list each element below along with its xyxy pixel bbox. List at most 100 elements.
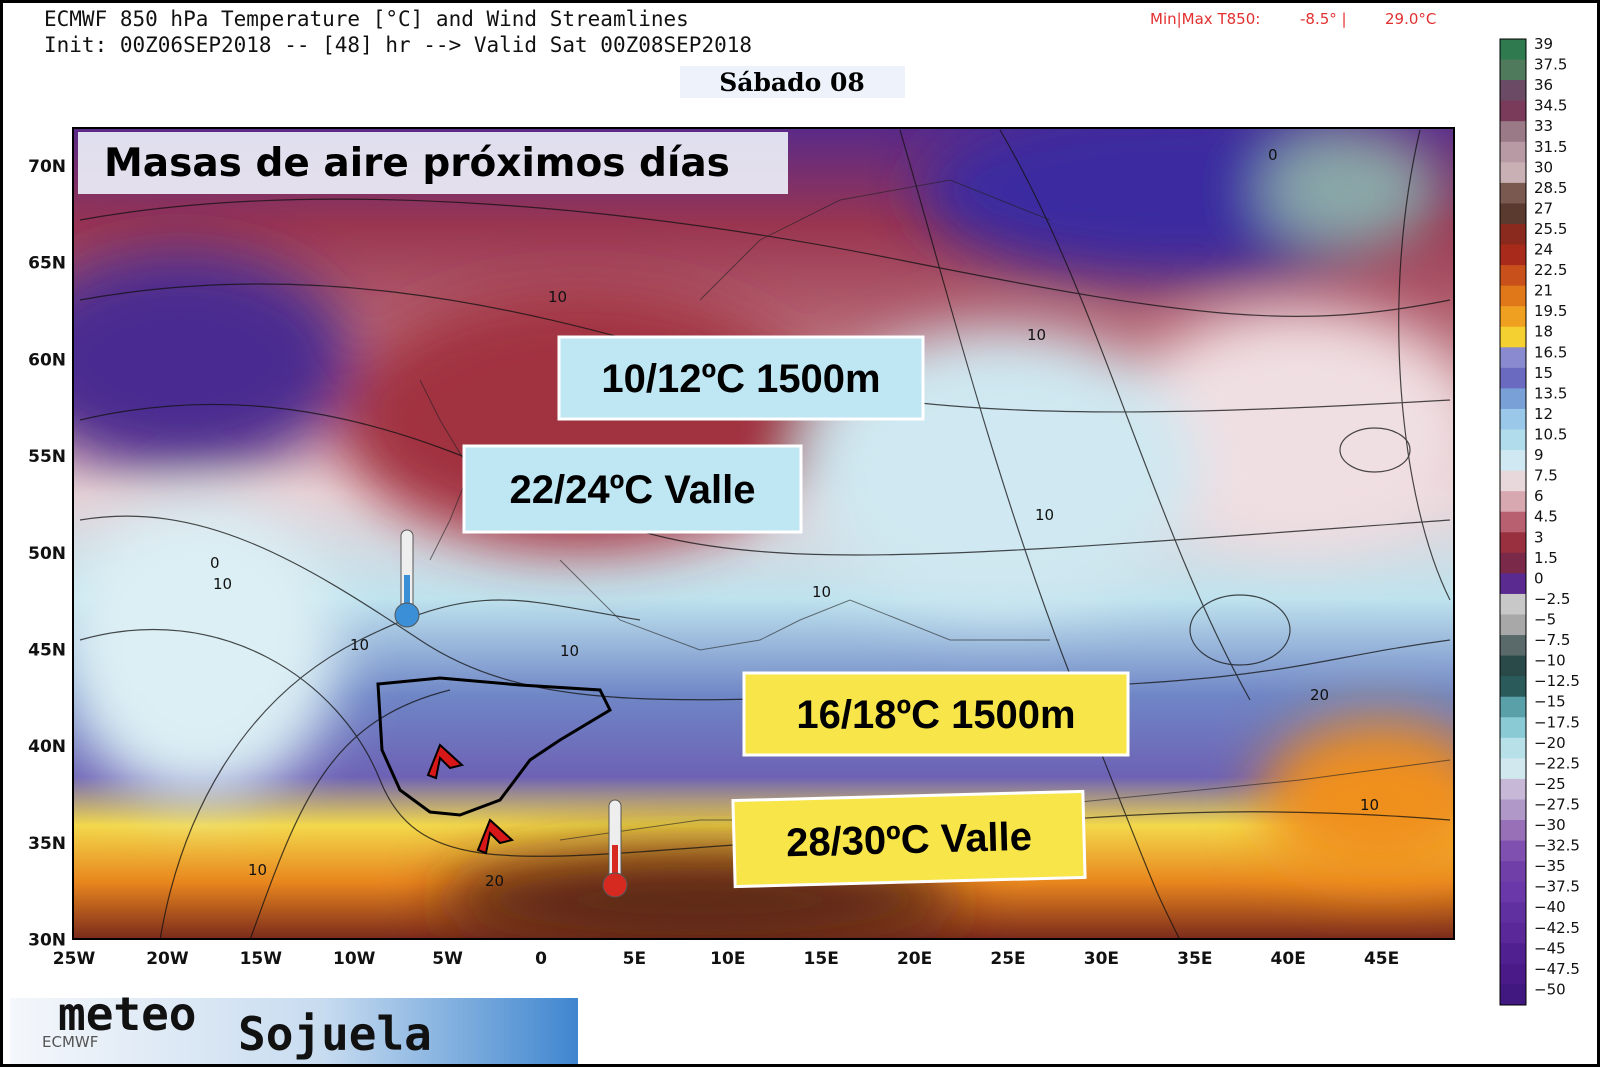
colorbar-label: 28.5 xyxy=(1534,179,1567,197)
lon-label: 10E xyxy=(710,949,745,969)
logo-brand2: Sojuela xyxy=(238,1007,432,1061)
colorbar-label: −17.5 xyxy=(1534,713,1580,731)
colorbar-label: 24 xyxy=(1534,241,1553,259)
colorbar-cell xyxy=(1500,121,1526,143)
lon-label: 20W xyxy=(146,949,189,969)
colorbar-label: −40 xyxy=(1534,898,1566,916)
day-box xyxy=(680,66,905,98)
callout-box xyxy=(731,789,1087,889)
colorbar-label: −42.5 xyxy=(1534,919,1580,937)
colorbar-cell xyxy=(1500,840,1526,862)
colorbar-cell xyxy=(1500,265,1526,287)
colorbar-label: 19.5 xyxy=(1534,302,1567,320)
max-value: 29.0°C xyxy=(1385,10,1436,28)
callout-box xyxy=(742,671,1130,757)
colorbar-label: −50 xyxy=(1534,980,1566,998)
colorbar-cell xyxy=(1500,408,1526,431)
colorbar-cell xyxy=(1500,347,1526,369)
colorbar-cell xyxy=(1500,59,1526,81)
colorbar-label: −10 xyxy=(1534,652,1566,670)
contour-label: 10 xyxy=(1360,796,1379,814)
thermometer-fill xyxy=(612,845,618,883)
colorbar-label: −47.5 xyxy=(1534,960,1580,978)
colorbar-cell xyxy=(1500,778,1526,800)
colorbar-label: 39 xyxy=(1534,35,1553,53)
colorbar-cell xyxy=(1500,244,1526,266)
thermometer-bulb xyxy=(394,602,420,628)
colorbar-cell xyxy=(1500,223,1526,246)
contour-label: 10 xyxy=(548,288,567,306)
lon-label: 25E xyxy=(990,949,1025,969)
colorbar-cell xyxy=(1500,655,1526,677)
colorbar-label: 3 xyxy=(1534,528,1544,546)
colorbar-label: 37.5 xyxy=(1534,56,1567,74)
contour-label: 10 xyxy=(350,636,369,654)
lon-label: 5W xyxy=(432,949,463,969)
colorbar-label: −12.5 xyxy=(1534,672,1580,690)
colorbar-label: 7.5 xyxy=(1534,467,1558,485)
colorbar-label: −35 xyxy=(1534,857,1566,875)
colorbar-cell xyxy=(1500,552,1526,574)
colorbar-cell xyxy=(1500,614,1526,636)
colorbar-cell xyxy=(1500,943,1526,965)
colorbar-label: −45 xyxy=(1534,939,1566,957)
colorbar-cell xyxy=(1500,80,1526,102)
colorbar-cell xyxy=(1500,388,1526,410)
callout: 28/30ºC Valle xyxy=(731,789,1087,889)
colorbar-label: 33 xyxy=(1534,117,1553,135)
colorbar-cell xyxy=(1500,511,1526,533)
colorbar-label: 21 xyxy=(1534,282,1553,300)
colorbar-cell xyxy=(1500,39,1526,61)
colorbar-label: −7.5 xyxy=(1534,631,1570,649)
colorbar-label: 27 xyxy=(1534,199,1553,217)
overlay-title: Masas de aire próximos días xyxy=(104,141,730,186)
contour-label: 10 xyxy=(1027,326,1046,344)
colorbar-label: 25.5 xyxy=(1534,220,1567,238)
iberia-outline xyxy=(376,676,612,817)
contour-label: 0 xyxy=(1268,146,1278,164)
colorbar-label: 10.5 xyxy=(1534,426,1567,444)
contour-label: 20 xyxy=(1310,686,1329,704)
colorbar-cell xyxy=(1500,717,1526,739)
map-figure: ECMWF 850 hPa Temperature [°C] and Wind … xyxy=(10,7,1580,1064)
lat-label: 45N xyxy=(28,641,66,661)
title-box xyxy=(78,132,788,194)
lat-label: 50N xyxy=(28,544,66,564)
map-frame xyxy=(72,127,1455,940)
colorbar-label: 34.5 xyxy=(1534,97,1567,115)
contour-label: 20 xyxy=(485,872,504,890)
colorbar-label: 16.5 xyxy=(1534,343,1567,361)
lon-label: 40E xyxy=(1271,949,1306,969)
colorbar-cell xyxy=(1500,696,1526,718)
lon-label: 45E xyxy=(1364,949,1399,969)
colorbar-cell xyxy=(1500,141,1526,163)
colorbar-label: −5 xyxy=(1534,610,1556,628)
colorbar-label: 15 xyxy=(1534,364,1553,382)
lat-label: 70N xyxy=(28,157,66,177)
colorbar-label: 0 xyxy=(1534,569,1544,587)
colorbar-label: −15 xyxy=(1534,693,1566,711)
lon-label: 5E xyxy=(623,949,646,969)
colorbar-cell xyxy=(1500,429,1526,451)
colorbar-label: −32.5 xyxy=(1534,837,1580,855)
colorbar-label: −2.5 xyxy=(1534,590,1570,608)
lon-label: 15W xyxy=(240,949,283,969)
lat-label: 30N xyxy=(28,931,66,951)
lon-label: 0 xyxy=(535,949,547,969)
contour-label: 10 xyxy=(1035,506,1054,524)
colorbar-cell xyxy=(1500,676,1526,698)
streamlines xyxy=(79,129,1451,939)
colorbar-cell xyxy=(1500,984,1526,1006)
contour-label: 0 xyxy=(210,554,220,572)
colorbar-cell xyxy=(1500,367,1526,389)
callout-text: 16/18ºC 1500m xyxy=(796,693,1075,737)
lat-label: 40N xyxy=(28,737,66,757)
arrow xyxy=(476,818,515,855)
callout-box xyxy=(557,335,925,421)
colorbar-label: 31.5 xyxy=(1534,138,1567,156)
colorbar-label: −37.5 xyxy=(1534,878,1580,896)
colorbar-cell xyxy=(1500,881,1526,903)
thermometer-bulb xyxy=(602,872,628,898)
lon-label: 15E xyxy=(804,949,839,969)
